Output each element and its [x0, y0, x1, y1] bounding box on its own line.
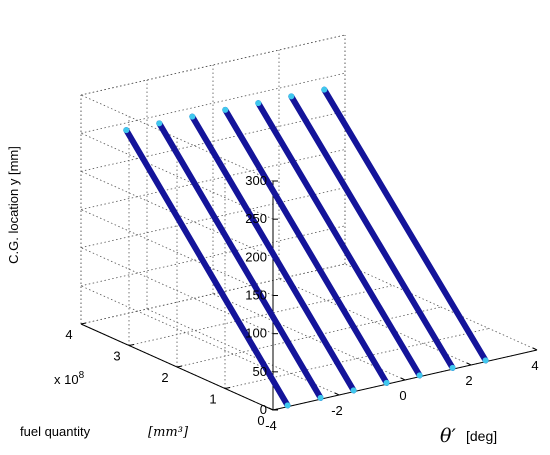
y-tick-label: 4 [65, 327, 72, 342]
series-line [156, 120, 324, 401]
z-tick-label: 50 [253, 364, 267, 379]
series-start-marker [123, 127, 130, 134]
grid-line [80, 34, 346, 96]
series-line [222, 106, 390, 386]
series-line [288, 93, 456, 371]
series-start-marker [189, 113, 196, 120]
series-start-marker [222, 106, 229, 113]
y-tick-label: 3 [113, 349, 120, 364]
z-tick-label: 0 [260, 402, 267, 417]
x-axis-label-unit: [deg] [466, 428, 497, 444]
grid-line [80, 247, 274, 335]
z-axis-label: C.G. location y [mm] [6, 146, 21, 264]
series-start-marker [288, 93, 295, 100]
grid-line [146, 308, 340, 396]
series-start-marker [156, 120, 163, 127]
y-tick-label: 1 [209, 392, 216, 407]
y-tick [176, 365, 183, 368]
series-start-marker [321, 86, 328, 93]
x-tick-label: 0 [399, 388, 406, 403]
y-axis-multiplier: x 108 [54, 370, 85, 387]
grid-line [80, 225, 346, 287]
series-line [189, 113, 357, 394]
x-tick-label: -4 [265, 418, 277, 433]
x-tick-label: 2 [465, 373, 472, 388]
series-line [255, 100, 423, 379]
grid-line [80, 263, 346, 325]
grid-line [278, 278, 472, 366]
series-end-marker [350, 387, 357, 394]
grid-line [80, 285, 274, 373]
x-tick [400, 377, 406, 381]
z-tick-label: 300 [245, 173, 267, 188]
grid-line [80, 72, 346, 134]
z-tick-label: 150 [245, 288, 267, 303]
series-end-marker [449, 364, 456, 371]
grid-line [80, 187, 346, 249]
grid [80, 34, 538, 411]
series-end-marker [284, 402, 291, 409]
grid-line [80, 209, 274, 296]
tick-labels: 0 50 100 150 200 250 300 -4 -2 0 2 4 0 1 2 3 4 [65, 173, 538, 433]
series-end-marker [482, 357, 489, 364]
x-tick [268, 407, 274, 411]
axes-box [80, 180, 538, 411]
series-end-marker [383, 379, 390, 386]
y-tick-label: 2 [161, 370, 168, 385]
z-tick-label: 200 [245, 249, 267, 264]
series-end-marker [416, 372, 423, 379]
grid-line [176, 306, 442, 368]
z-tick-label: 100 [245, 326, 267, 341]
series-start-marker [255, 100, 262, 107]
grid-line [80, 94, 274, 182]
grid-line [212, 293, 406, 381]
series-line [321, 86, 489, 364]
x-axis-label-symbol: θ′ [440, 425, 456, 447]
series-group [123, 86, 489, 409]
y-tick-label: 0 [257, 413, 264, 428]
x-tick-label: -2 [331, 403, 343, 418]
x-tick [466, 362, 472, 366]
grid-line [80, 149, 346, 210]
x-tick [532, 347, 538, 351]
z-tick-label: 250 [245, 211, 267, 226]
series-line [123, 127, 291, 409]
x-tick-label: 4 [531, 358, 538, 373]
y-axis-unit: [mm³] [148, 425, 189, 440]
y-tick [80, 322, 87, 325]
y-tick [272, 408, 279, 411]
series-end-marker [317, 394, 324, 401]
grid-line [128, 285, 394, 346]
grid-line [80, 110, 346, 172]
y-tick [128, 344, 135, 346]
y-tick [224, 387, 231, 389]
grid-line [80, 132, 274, 220]
y-axis-label: fuel quantity [20, 424, 91, 439]
grid-line [344, 263, 538, 351]
x-tick [334, 392, 340, 396]
